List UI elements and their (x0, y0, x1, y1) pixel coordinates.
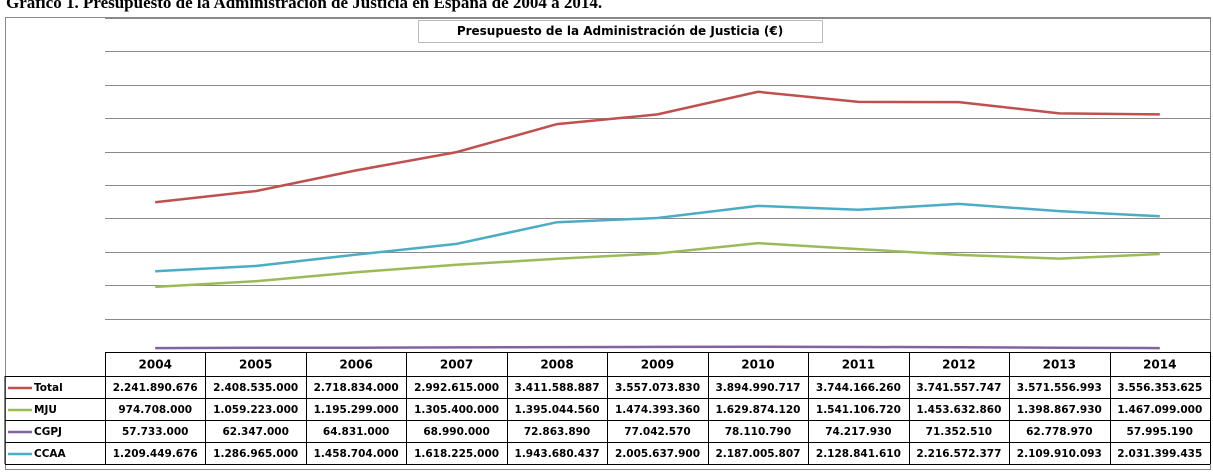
data-label: 2.187.005.807 (715, 448, 800, 460)
data-label: 1.395.044.560 (515, 404, 600, 416)
data-label: 57.995.190 (1127, 426, 1193, 438)
series-line (155, 241, 1160, 289)
data-label: 1.474.393.360 (615, 404, 700, 416)
x-tick-label: 2007 (440, 358, 473, 372)
x-tick-label: 2012 (942, 358, 975, 372)
data-label: 1.195.299.000 (314, 404, 399, 416)
legend-label: CGPJ (34, 426, 62, 438)
data-label: 1.943.680.437 (515, 448, 600, 460)
data-label: 3.411.588.887 (515, 382, 600, 394)
legend-label: MJU (34, 404, 57, 416)
data-label: 3.556.353.625 (1117, 382, 1202, 394)
series-line (155, 90, 1160, 204)
data-label: 2.992.615.000 (414, 382, 499, 394)
data-label: 2.216.572.377 (916, 448, 1001, 460)
data-label: 77.042.570 (624, 426, 690, 438)
data-label: 3.571.556.993 (1017, 382, 1102, 394)
series-line (155, 345, 1160, 350)
data-label: 62.778.970 (1026, 426, 1092, 438)
data-label: 64.831.000 (323, 426, 389, 438)
data-label: 2.408.535.000 (213, 382, 298, 394)
data-label: 2.031.399.435 (1117, 448, 1202, 460)
x-tick-label: 2006 (339, 358, 372, 372)
data-label: 1.618.225.000 (414, 448, 499, 460)
data-label: 57.733.000 (122, 426, 188, 438)
data-label: 3.557.073.830 (615, 382, 700, 394)
x-tick-label: 2009 (641, 358, 674, 372)
data-label: 3.894.990.717 (715, 382, 800, 394)
x-tick-label: 2004 (139, 358, 172, 372)
data-label: 1.467.099.000 (1117, 404, 1202, 416)
data-label: 2.005.637.900 (615, 448, 700, 460)
data-label: 78.110.790 (725, 426, 791, 438)
x-tick-label: 2014 (1143, 358, 1176, 372)
data-label: 1.541.106.720 (816, 404, 901, 416)
data-label: 1.629.874.120 (715, 404, 800, 416)
x-tick-label: 2005 (239, 358, 272, 372)
data-label: 2.241.890.676 (113, 382, 198, 394)
data-label: 974.708.000 (118, 404, 192, 416)
data-label: 1.453.632.860 (916, 404, 1001, 416)
x-tick-label: 2008 (540, 358, 573, 372)
data-label: 71.352.510 (926, 426, 992, 438)
data-label: 68.990.000 (423, 426, 489, 438)
data-label: 3.741.557.747 (916, 382, 1001, 394)
data-label: 2.718.834.000 (314, 382, 399, 394)
legend-label: Total (34, 382, 63, 394)
data-label: 1.305.400.000 (414, 404, 499, 416)
data-label: 72.863.890 (524, 426, 590, 438)
data-label: 1.398.867.930 (1017, 404, 1102, 416)
data-label: 3.744.166.260 (816, 382, 901, 394)
data-label: 74.217.930 (825, 426, 891, 438)
data-label: 1.209.449.676 (113, 448, 198, 460)
x-tick-label: 2013 (1043, 358, 1076, 372)
data-label: 2.128.841.610 (816, 448, 901, 460)
data-label: 1.059.223.000 (213, 404, 298, 416)
data-label: 1.458.704.000 (314, 448, 399, 460)
data-label: 2.109.910.093 (1017, 448, 1102, 460)
x-tick-label: 2010 (741, 358, 774, 372)
series-line (155, 202, 1160, 273)
data-label: 1.286.965.000 (213, 448, 298, 460)
data-label: 62.347.000 (222, 426, 288, 438)
caption: Gráfico 1. Presupuesto de la Administrac… (6, 0, 602, 12)
legend-label: CCAA (34, 448, 67, 460)
title-box (418, 20, 823, 43)
chart-title: Presupuesto de la Administración de Just… (457, 24, 783, 38)
chart-border (5, 17, 1211, 470)
x-tick-label: 2011 (842, 358, 875, 372)
